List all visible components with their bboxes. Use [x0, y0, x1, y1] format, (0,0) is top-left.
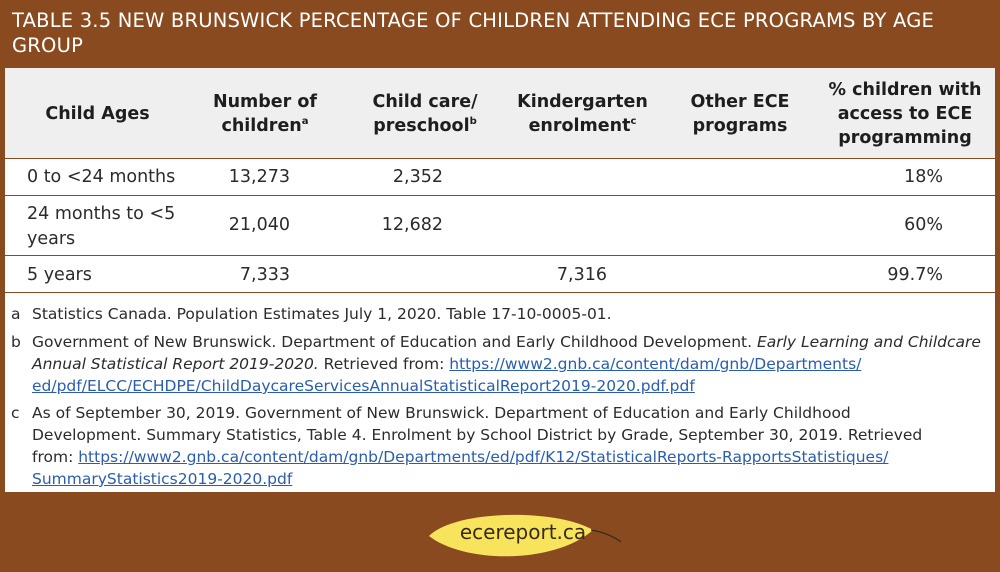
- footnote-a: a Statistics Canada. Population Estimate…: [5, 303, 995, 325]
- header-child-ages: Child Ages: [5, 68, 190, 159]
- footnote-text: Statistics Canada. Population Estimates …: [32, 305, 612, 323]
- cell-age: 24 months to <5: [27, 204, 176, 224]
- cell-children: 21,040: [228, 215, 290, 235]
- header-kinder-line2: enrolment: [528, 115, 631, 136]
- footnote-b-text1: Government of New Brunswick. Department …: [32, 333, 757, 351]
- footnote-text: As of September 30, 2019. Government of …: [32, 402, 992, 490]
- footnote-mark: a: [11, 305, 21, 323]
- cell-kinder: 7,316: [556, 265, 607, 285]
- header-access-line3: programming: [838, 127, 972, 148]
- footnote-b-report-title: Early Learning and Childcare Annual Stat…: [32, 333, 981, 373]
- footnote-c-line1: As of September 30, 2019. Government of …: [32, 404, 851, 422]
- logo-text: ecereport.ca: [459, 520, 587, 544]
- cell-childcare: 12,682: [381, 215, 443, 235]
- footnote-text: Government of New Brunswick. Department …: [32, 331, 992, 397]
- header-kinder-line1: Kindergarten: [517, 91, 648, 112]
- footnote-b-link[interactable]: https://www2.gnb.ca/content/dam/gnb/Depa…: [449, 355, 862, 373]
- header-access-line1: % children with: [828, 79, 982, 100]
- header-child-care: Child care/ preschoolb: [350, 68, 500, 159]
- header-access: % children with access to ECE programmin…: [820, 68, 990, 159]
- cell-age-line2: years: [27, 229, 76, 249]
- cell-access: 18%: [904, 167, 943, 187]
- table-header: Child Ages Number of childrena Child car…: [5, 68, 995, 159]
- header-other-ece: Other ECE programs: [670, 68, 810, 159]
- cell-access: 60%: [904, 215, 943, 235]
- leaf-icon: [429, 514, 622, 557]
- cell-age: 0 to <24 months: [27, 167, 176, 187]
- header-number-of-children: Number of childrena: [195, 68, 335, 159]
- table-panel: Child Ages Number of childrena Child car…: [5, 68, 995, 492]
- footnote-c-line3: from:: [32, 448, 79, 466]
- table-row: 5 years 7,333 7,316 99.7%: [5, 257, 995, 293]
- header-kindergarten: Kindergarten enrolmentc: [505, 68, 660, 159]
- header-childcare-line2: preschool: [373, 115, 470, 136]
- footnote-ref-a: a: [301, 115, 309, 127]
- table-row: 0 to <24 months 13,273 2,352 18%: [5, 160, 995, 196]
- header-access-line2: access to ECE: [837, 103, 973, 124]
- header-childcare-line1: Child care/: [372, 91, 478, 112]
- footnote-ref-b: b: [469, 115, 477, 127]
- footnote-ref-c: c: [630, 115, 637, 127]
- cell-children: 13,273: [228, 167, 290, 187]
- footnote-b-text2: Retrieved from:: [318, 355, 450, 373]
- cell-age: 5 years: [27, 265, 92, 285]
- footnote-c-link-cont[interactable]: SummaryStatistics2019-2020.pdf: [32, 470, 293, 488]
- footnote-b-link-cont[interactable]: ed/pdf/ELCC/ECHDPE/ChildDaycareServicesA…: [32, 377, 695, 395]
- footnote-mark: b: [11, 333, 21, 351]
- header-other-line1: Other ECE: [690, 91, 790, 112]
- cell-access: 99.7%: [887, 265, 943, 285]
- cell-children: 7,333: [239, 265, 290, 285]
- table-title: TABLE 3.5 NEW BRUNSWICK PERCENTAGE OF CH…: [12, 9, 935, 57]
- footnote-c: c As of September 30, 2019. Government o…: [5, 402, 995, 492]
- footnote-mark: c: [11, 404, 20, 422]
- footnote-c-link[interactable]: https://www2.gnb.ca/content/dam/gnb/Depa…: [78, 448, 889, 466]
- header-children-line2: children: [221, 115, 302, 136]
- header-child-ages-label: Child Ages: [45, 103, 150, 124]
- table-row: 24 months to <5 years 21,040 12,682 60%: [5, 197, 995, 256]
- header-children-line1: Number of: [212, 91, 318, 112]
- ecereport-logo[interactable]: ecereport.ca: [425, 506, 625, 566]
- cell-childcare: 2,352: [392, 167, 443, 187]
- footnote-c-line2: Development. Summary Statistics, Table 4…: [32, 426, 923, 444]
- footnote-b: b Government of New Brunswick. Departmen…: [5, 331, 995, 399]
- header-other-line2: programs: [692, 115, 788, 136]
